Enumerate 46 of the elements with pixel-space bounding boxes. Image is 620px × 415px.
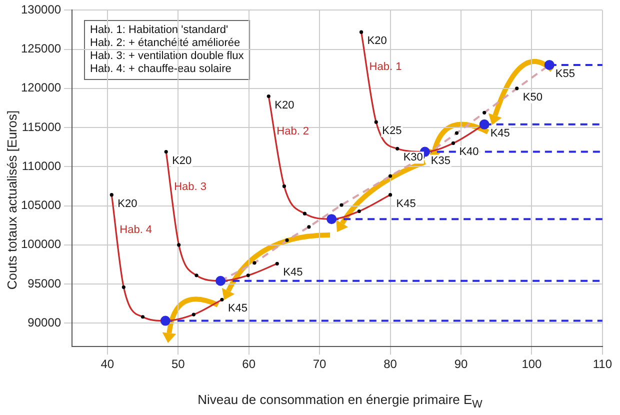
point: [544, 60, 554, 70]
annotation: K45: [490, 127, 510, 140]
series-label: Hab. 2: [276, 125, 310, 138]
x-tick-label: 80: [384, 357, 398, 372]
x-tick-label: 90: [454, 357, 468, 372]
x-tick-label: 40: [100, 357, 114, 372]
annotation: Hab. 3: + ventilation double flux: [90, 50, 244, 63]
y-tick-label: 130000: [20, 2, 62, 17]
x-axis-title: Niveau de consommation en énergie primaire E$_{W}$: [196, 392, 484, 411]
x-tick-label: 110: [592, 357, 612, 372]
y-tick-label: 95000: [28, 276, 62, 290]
series-label: Hab. 1: [369, 61, 402, 74]
y-tick-label: 115000: [22, 120, 62, 134]
annotation: K20: [367, 35, 387, 48]
annotation: K40: [459, 146, 479, 158]
annotation: Hab. 2: + étanchéité améliorée: [90, 37, 242, 50]
annotation: K45: [228, 302, 248, 315]
y-tick-label: 120000: [20, 80, 62, 95]
y-tick-label: 110000: [22, 158, 62, 173]
annotation: K55: [555, 68, 575, 80]
x-tick-label: 50: [171, 357, 186, 372]
annotation: K45: [283, 266, 303, 279]
y-axis-title: Couts totaux actualisés [Euros]: [4, 110, 20, 290]
annotation: Hab. 4: + chauffe-eau solaire: [90, 63, 232, 76]
annotation: Hab. 1: Habitation 'standard': [90, 24, 230, 37]
annotation: K45: [396, 198, 416, 210]
y-tick-label: 125000: [20, 42, 62, 56]
series-label: Hab. 4: [120, 224, 152, 236]
y-tick-label: 100000: [20, 237, 62, 252]
point: [160, 316, 170, 326]
annotation: K30: [403, 152, 423, 164]
point: [479, 119, 490, 130]
series-label: Hab. 3: [174, 180, 207, 193]
point: [216, 276, 226, 286]
annotation: K20: [274, 99, 294, 112]
annotation: K50: [522, 91, 542, 104]
x-tick-label: 60: [242, 357, 256, 372]
annotation: K25: [382, 125, 402, 138]
point: [326, 214, 337, 224]
annotation: K20: [172, 154, 192, 167]
annotation: K35: [430, 154, 451, 167]
y-tick-label: 90000: [28, 315, 62, 330]
x-tick-label: 100: [522, 357, 542, 372]
y-tick-label: 105000: [20, 198, 62, 212]
x-tick-label: 70: [312, 357, 327, 372]
annotation: K20: [118, 198, 138, 210]
